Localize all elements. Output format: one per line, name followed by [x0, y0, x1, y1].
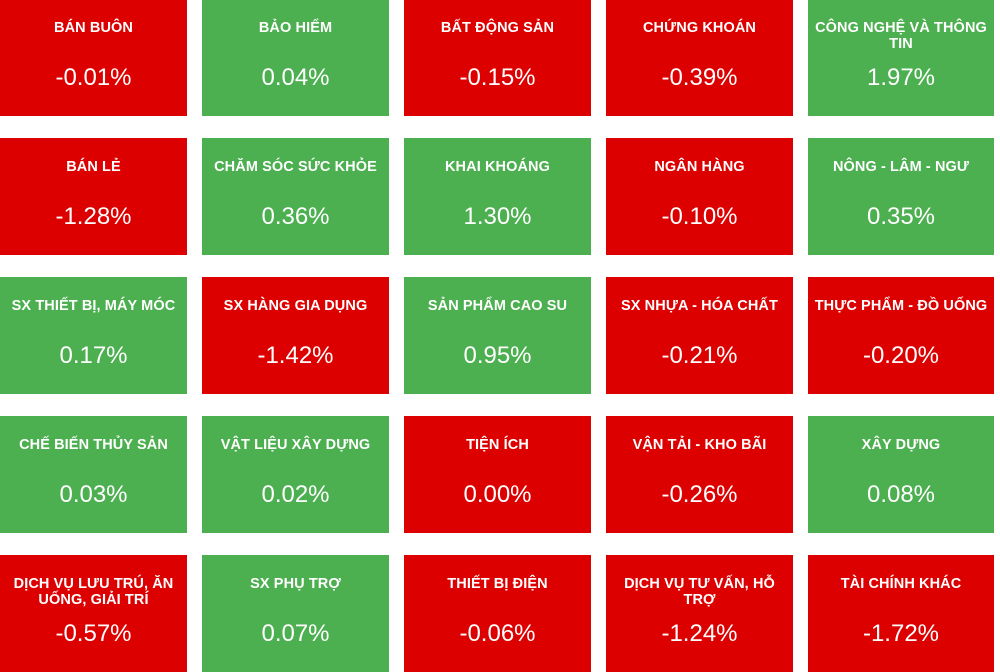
- sector-name: SẢN PHẨM CAO SU: [427, 298, 568, 314]
- sector-change: -0.39%: [661, 64, 738, 91]
- sector-tile-ban-buon[interactable]: BÁN BUÔN -0.01%: [0, 0, 187, 116]
- sector-tile-khai-khoang[interactable]: KHAI KHOÁNG 1.30%: [404, 138, 591, 255]
- sector-change: 0.00%: [463, 481, 532, 508]
- sector-name: SX THIẾT BỊ, MÁY MÓC: [11, 298, 176, 314]
- sector-name: THỰC PHẨM - ĐỒ UỐNG: [814, 298, 988, 314]
- sector-change: 0.07%: [261, 620, 330, 647]
- sector-name: TIỆN ÍCH: [466, 437, 529, 453]
- sector-change: 0.02%: [261, 481, 330, 508]
- sector-change: -0.21%: [661, 342, 738, 369]
- sector-name: KHAI KHOÁNG: [444, 159, 550, 175]
- sector-change: 0.08%: [866, 481, 936, 508]
- sector-change: -1.72%: [862, 620, 940, 647]
- sector-change: 0.35%: [866, 203, 936, 230]
- sector-tile-nong-lam-ngu[interactable]: NÔNG - LÂM - NGƯ 0.35%: [808, 138, 994, 255]
- sector-change: -1.28%: [55, 203, 132, 230]
- sector-change: -0.06%: [459, 620, 536, 647]
- sector-change: -0.10%: [661, 203, 738, 230]
- sector-change: 0.17%: [59, 342, 128, 369]
- sector-tile-cong-nghe-va-thong-tin[interactable]: CÔNG NGHỆ VÀ THÔNG TIN 1.97%: [808, 0, 994, 116]
- sector-change: 0.03%: [59, 481, 128, 508]
- sector-tile-sx-nhua-hoa-chat[interactable]: SX NHỰA - HÓA CHẤT -0.21%: [606, 277, 793, 394]
- sector-tile-thuc-pham-do-uong[interactable]: THỰC PHẨM - ĐỒ UỐNG -0.20%: [808, 277, 994, 394]
- sector-name: SX HÀNG GIA DỤNG: [223, 298, 368, 314]
- sector-change: -0.15%: [459, 64, 536, 91]
- sector-tile-dich-vu-tu-van-ho-tro[interactable]: DỊCH VỤ TƯ VẤN, HỖ TRỢ -1.24%: [606, 555, 793, 672]
- sector-tile-sx-phu-tro[interactable]: SX PHỤ TRỢ 0.07%: [202, 555, 389, 672]
- sector-name: DỊCH VỤ LƯU TRÚ, ĂN UỐNG, GIẢI TRÍ: [13, 576, 174, 608]
- sector-name: BÁN LẺ: [66, 159, 121, 175]
- sector-name: BÁN BUÔN: [54, 20, 133, 36]
- sector-tile-ngan-hang[interactable]: NGÂN HÀNG -0.10%: [606, 138, 793, 255]
- sector-change: 0.95%: [463, 342, 532, 369]
- sector-tile-cham-soc-suc-khoe[interactable]: CHĂM SÓC SỨC KHỎE 0.36%: [202, 138, 389, 255]
- sector-tile-xay-dung[interactable]: XÂY DỰNG 0.08%: [808, 416, 994, 533]
- sector-name: BẢO HIỂM: [258, 20, 333, 36]
- sector-tile-bat-dong-san[interactable]: BẤT ĐỘNG SẢN -0.15%: [404, 0, 591, 116]
- sector-tile-chung-khoan[interactable]: CHỨNG KHOÁN -0.39%: [606, 0, 793, 116]
- sector-tile-thiet-bi-dien[interactable]: THIẾT BỊ ĐIỆN -0.06%: [404, 555, 591, 672]
- sector-name: BẤT ĐỘNG SẢN: [440, 20, 555, 36]
- sector-name: THIẾT BỊ ĐIỆN: [447, 576, 548, 592]
- sector-change: -0.57%: [55, 620, 132, 647]
- sector-name: SX NHỰA - HÓA CHẤT: [621, 298, 778, 314]
- sector-change: 0.04%: [261, 64, 330, 91]
- sector-tile-che-bien-thuy-san[interactable]: CHẾ BIẾN THỦY SẢN 0.03%: [0, 416, 187, 533]
- sector-name: NGÂN HÀNG: [654, 159, 745, 175]
- sector-name: DỊCH VỤ TƯ VẤN, HỖ TRỢ: [624, 576, 775, 608]
- sector-tile-sx-thiet-bi-may-moc[interactable]: SX THIẾT BỊ, MÁY MÓC 0.17%: [0, 277, 187, 394]
- sector-name: NÔNG - LÂM - NGƯ: [832, 159, 970, 175]
- sector-name: CHĂM SÓC SỨC KHỎE: [214, 159, 377, 175]
- sector-name: VẬN TẢI - KHO BÃI: [632, 437, 767, 453]
- sector-change: -0.01%: [55, 64, 132, 91]
- sector-tile-bao-hiem[interactable]: BẢO HIỂM 0.04%: [202, 0, 389, 116]
- sector-tile-sx-hang-gia-dung[interactable]: SX HÀNG GIA DỤNG -1.42%: [202, 277, 389, 394]
- sector-change: -0.20%: [862, 342, 940, 369]
- sector-change: -1.42%: [257, 342, 334, 369]
- sector-name: CHẾ BIẾN THỦY SẢN: [19, 437, 168, 453]
- sector-tile-dich-vu-luu-tru-an-uong-giai-tri[interactable]: DỊCH VỤ LƯU TRÚ, ĂN UỐNG, GIẢI TRÍ -0.57…: [0, 555, 187, 672]
- sector-change: 1.97%: [866, 64, 936, 91]
- sector-name: SX PHỤ TRỢ: [250, 576, 341, 592]
- sector-tile-tien-ich[interactable]: TIỆN ÍCH 0.00%: [404, 416, 591, 533]
- sector-tile-san-pham-cao-su[interactable]: SẢN PHẨM CAO SU 0.95%: [404, 277, 591, 394]
- sector-tile-ban-le[interactable]: BÁN LẺ -1.28%: [0, 138, 187, 255]
- sector-name: CHỨNG KHOÁN: [642, 20, 756, 36]
- sector-name: VẬT LIỆU XÂY DỰNG: [220, 437, 371, 453]
- sector-change: -0.26%: [661, 481, 738, 508]
- sector-name: XÂY DỰNG: [861, 437, 941, 453]
- sector-tile-van-tai-kho-bai[interactable]: VẬN TẢI - KHO BÃI -0.26%: [606, 416, 793, 533]
- sector-change: 1.30%: [463, 203, 532, 230]
- sector-change: -1.24%: [661, 620, 738, 647]
- sector-name: TÀI CHÍNH KHÁC: [840, 576, 962, 592]
- sector-change: 0.36%: [261, 203, 330, 230]
- sector-tile-vat-lieu-xay-dung[interactable]: VẬT LIỆU XÂY DỰNG 0.02%: [202, 416, 389, 533]
- sector-name: CÔNG NGHỆ VÀ THÔNG TIN: [815, 20, 987, 52]
- sector-tile-tai-chinh-khac[interactable]: TÀI CHÍNH KHÁC -1.72%: [808, 555, 994, 672]
